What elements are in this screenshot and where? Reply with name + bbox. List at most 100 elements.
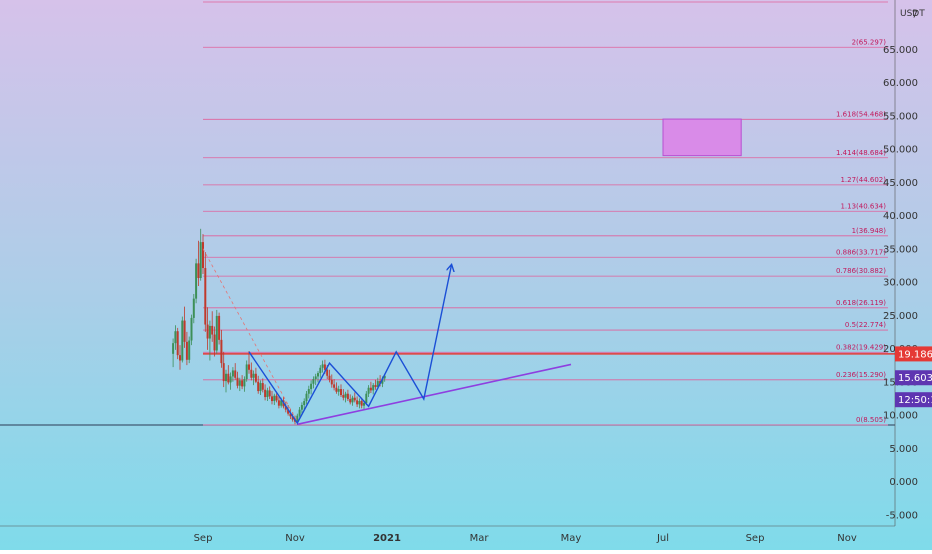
candle[interactable] bbox=[243, 379, 246, 387]
candle[interactable] bbox=[264, 389, 267, 398]
candle[interactable] bbox=[181, 320, 184, 361]
diagonal-dashed-line[interactable] bbox=[202, 248, 298, 422]
candle[interactable] bbox=[319, 367, 322, 374]
candle[interactable] bbox=[353, 397, 356, 401]
candle[interactable] bbox=[346, 393, 349, 400]
candle[interactable] bbox=[238, 380, 241, 386]
candle[interactable] bbox=[367, 387, 370, 394]
candle[interactable] bbox=[307, 389, 310, 394]
candle[interactable] bbox=[195, 263, 198, 299]
candle[interactable] bbox=[199, 242, 202, 279]
candle[interactable] bbox=[211, 325, 214, 335]
candle[interactable] bbox=[328, 375, 331, 380]
candle[interactable] bbox=[376, 381, 379, 388]
candle[interactable] bbox=[227, 373, 230, 383]
candle[interactable] bbox=[312, 379, 315, 384]
candle[interactable] bbox=[358, 401, 361, 405]
time-tick-label: May bbox=[561, 533, 582, 544]
candle[interactable] bbox=[174, 331, 177, 344]
candle[interactable] bbox=[342, 395, 345, 398]
candle[interactable] bbox=[266, 390, 269, 398]
candle[interactable] bbox=[374, 385, 377, 388]
candle[interactable] bbox=[351, 397, 354, 403]
candle[interactable] bbox=[172, 343, 175, 354]
candle[interactable] bbox=[271, 396, 273, 402]
candle[interactable] bbox=[229, 376, 232, 383]
candle[interactable] bbox=[197, 263, 200, 279]
candle[interactable] bbox=[261, 383, 264, 390]
candle[interactable] bbox=[296, 415, 299, 422]
candle[interactable] bbox=[289, 413, 292, 417]
candle[interactable] bbox=[179, 355, 181, 361]
candle[interactable] bbox=[344, 393, 347, 398]
candle[interactable] bbox=[298, 409, 301, 416]
support-trendline[interactable] bbox=[297, 363, 572, 426]
fib-level-label: 1.618(54.468) bbox=[836, 110, 886, 118]
candle[interactable] bbox=[365, 393, 368, 404]
candle[interactable] bbox=[349, 399, 352, 403]
candle[interactable] bbox=[383, 375, 386, 379]
candle[interactable] bbox=[305, 393, 308, 402]
candle[interactable] bbox=[369, 387, 372, 391]
candle[interactable] bbox=[254, 373, 257, 382]
candle[interactable] bbox=[190, 317, 193, 341]
candle[interactable] bbox=[323, 364, 326, 370]
candle[interactable] bbox=[303, 401, 306, 406]
candle[interactable] bbox=[202, 242, 204, 269]
pattern-path-arrow[interactable] bbox=[248, 265, 451, 425]
candle[interactable] bbox=[326, 369, 329, 376]
candle[interactable] bbox=[259, 383, 262, 392]
candle[interactable] bbox=[268, 390, 271, 397]
candle[interactable] bbox=[333, 384, 336, 388]
candle[interactable] bbox=[291, 416, 294, 420]
candle[interactable] bbox=[287, 409, 290, 414]
candle[interactable] bbox=[337, 389, 340, 392]
candle[interactable] bbox=[363, 403, 365, 406]
candle[interactable] bbox=[231, 370, 234, 377]
candle[interactable] bbox=[208, 325, 211, 339]
candle[interactable] bbox=[360, 401, 363, 406]
candle[interactable] bbox=[204, 268, 207, 325]
candle[interactable] bbox=[218, 315, 221, 340]
candle[interactable] bbox=[225, 373, 227, 382]
target-zone[interactable] bbox=[662, 118, 742, 157]
candle[interactable] bbox=[222, 363, 225, 382]
candle[interactable] bbox=[356, 400, 359, 405]
candle[interactable] bbox=[273, 395, 276, 402]
candle[interactable] bbox=[275, 395, 278, 401]
candle[interactable] bbox=[234, 370, 237, 378]
price-badge bbox=[895, 346, 932, 362]
candle[interactable] bbox=[185, 341, 188, 360]
candle[interactable] bbox=[206, 324, 209, 339]
candle[interactable] bbox=[310, 383, 313, 390]
candle[interactable] bbox=[335, 387, 338, 392]
candle[interactable] bbox=[192, 298, 195, 318]
candle[interactable] bbox=[245, 364, 248, 380]
candle[interactable] bbox=[183, 320, 186, 342]
candle[interactable] bbox=[250, 369, 253, 378]
candle[interactable] bbox=[252, 373, 255, 378]
candle[interactable] bbox=[213, 334, 216, 351]
candle[interactable] bbox=[277, 400, 280, 406]
candle[interactable] bbox=[372, 385, 375, 391]
candle[interactable] bbox=[280, 400, 283, 406]
candle[interactable] bbox=[176, 331, 179, 356]
candle[interactable] bbox=[257, 381, 260, 392]
candle[interactable] bbox=[381, 378, 384, 384]
candle[interactable] bbox=[241, 380, 244, 387]
candle[interactable] bbox=[340, 389, 342, 396]
price-tick-label: -5.000 bbox=[886, 510, 918, 521]
candle[interactable] bbox=[236, 377, 239, 386]
candle[interactable] bbox=[284, 406, 287, 410]
candle[interactable] bbox=[188, 340, 191, 360]
candle[interactable] bbox=[248, 364, 250, 370]
candle[interactable] bbox=[314, 376, 317, 380]
candle[interactable] bbox=[321, 364, 324, 368]
candle[interactable] bbox=[215, 315, 218, 351]
candle[interactable] bbox=[300, 405, 303, 410]
candle[interactable] bbox=[317, 373, 319, 377]
candle[interactable] bbox=[220, 339, 223, 364]
candle[interactable] bbox=[330, 379, 333, 385]
